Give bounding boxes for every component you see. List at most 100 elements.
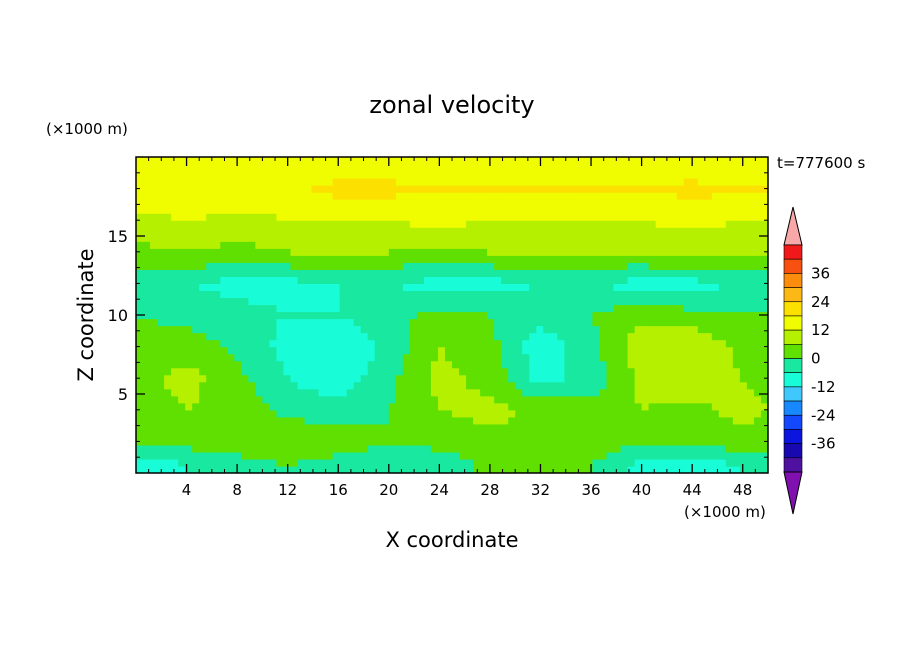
field-cell bbox=[515, 409, 523, 418]
field-cell bbox=[220, 451, 228, 460]
field-cell bbox=[430, 262, 439, 270]
field-cell bbox=[318, 353, 327, 362]
field-cell bbox=[473, 227, 481, 235]
field-cell bbox=[395, 409, 404, 418]
field-cell bbox=[374, 206, 383, 214]
field-cell bbox=[627, 164, 636, 172]
field-cell bbox=[332, 423, 341, 432]
field-cell bbox=[641, 465, 650, 473]
field-cell bbox=[501, 269, 509, 277]
field-cell bbox=[466, 465, 474, 473]
field-cell bbox=[487, 409, 495, 418]
field-cell bbox=[578, 423, 587, 432]
field-cell bbox=[185, 185, 193, 193]
field-cell bbox=[409, 360, 418, 369]
field-cell bbox=[662, 255, 671, 263]
field-cell bbox=[711, 353, 720, 362]
field-cell bbox=[732, 423, 741, 432]
field-cell bbox=[206, 304, 214, 313]
field-cell bbox=[634, 409, 643, 418]
field-cell bbox=[409, 430, 418, 439]
field-cell bbox=[297, 416, 306, 425]
field-cell bbox=[262, 416, 271, 425]
field-cell bbox=[213, 276, 221, 284]
field-cell bbox=[760, 367, 768, 376]
field-cell bbox=[227, 395, 235, 404]
field-cell bbox=[381, 241, 390, 249]
field-cell bbox=[360, 318, 369, 327]
field-cell bbox=[185, 332, 193, 341]
field-cell bbox=[178, 374, 186, 383]
field-cell bbox=[480, 241, 488, 249]
field-cell bbox=[606, 241, 615, 249]
field-cell bbox=[325, 192, 334, 200]
field-cell bbox=[430, 374, 439, 383]
field-cell bbox=[648, 402, 657, 411]
field-cell bbox=[690, 276, 699, 284]
field-cell bbox=[543, 157, 551, 165]
field-cell bbox=[739, 451, 748, 460]
field-cell bbox=[234, 185, 242, 193]
field-cell bbox=[444, 185, 453, 193]
field-cell bbox=[290, 423, 299, 432]
field-cell bbox=[557, 367, 565, 376]
field-cell bbox=[143, 283, 151, 292]
field-cell bbox=[536, 444, 544, 453]
field-cell bbox=[276, 332, 285, 341]
field-cell bbox=[178, 388, 186, 397]
field-cell bbox=[543, 248, 551, 256]
field-cell bbox=[452, 171, 460, 179]
field-cell bbox=[732, 185, 741, 193]
field-cell bbox=[178, 297, 186, 306]
field-cell bbox=[522, 220, 530, 228]
field-cell bbox=[515, 213, 523, 221]
field-cell bbox=[494, 171, 502, 179]
field-cell bbox=[739, 381, 748, 390]
field-cell bbox=[704, 241, 713, 249]
field-cell bbox=[304, 360, 313, 369]
x-tick-label: 36 bbox=[581, 481, 600, 499]
field-cell bbox=[283, 367, 292, 376]
field-cell bbox=[627, 367, 636, 376]
field-cell bbox=[416, 332, 425, 341]
field-cell bbox=[634, 367, 643, 376]
field-cell bbox=[290, 444, 299, 453]
field-cell bbox=[606, 290, 615, 299]
field-cell bbox=[599, 220, 608, 228]
field-cell bbox=[360, 346, 369, 355]
field-cell bbox=[304, 465, 313, 473]
field-cell bbox=[430, 192, 439, 200]
field-cell bbox=[416, 353, 425, 362]
field-cell bbox=[599, 339, 608, 348]
field-cell bbox=[606, 423, 615, 432]
field-cell bbox=[606, 367, 615, 376]
field-cell bbox=[255, 367, 263, 376]
field-cell bbox=[508, 353, 516, 362]
field-cell bbox=[164, 430, 172, 439]
field-cell bbox=[690, 458, 699, 467]
field-cell bbox=[746, 206, 755, 214]
field-cell bbox=[536, 185, 544, 193]
field-cell bbox=[494, 346, 502, 355]
field-cell bbox=[676, 157, 685, 165]
field-cell bbox=[220, 381, 228, 390]
field-cell bbox=[620, 346, 629, 355]
field-cell bbox=[332, 332, 341, 341]
field-cell bbox=[353, 178, 362, 186]
field-cell bbox=[332, 206, 341, 214]
field-cell bbox=[501, 437, 509, 446]
field-cell bbox=[136, 178, 144, 186]
field-cell bbox=[325, 325, 334, 334]
field-cell bbox=[381, 199, 390, 207]
field-cell bbox=[150, 360, 158, 369]
field-cell bbox=[662, 430, 671, 439]
field-cell bbox=[402, 318, 411, 327]
field-cell bbox=[402, 192, 411, 200]
field-cell bbox=[634, 311, 643, 320]
field-cell bbox=[318, 171, 327, 179]
field-cell bbox=[466, 192, 474, 200]
field-cell bbox=[753, 297, 762, 306]
field-cell bbox=[136, 367, 144, 376]
field-cell bbox=[178, 255, 186, 263]
field-cell bbox=[452, 220, 460, 228]
